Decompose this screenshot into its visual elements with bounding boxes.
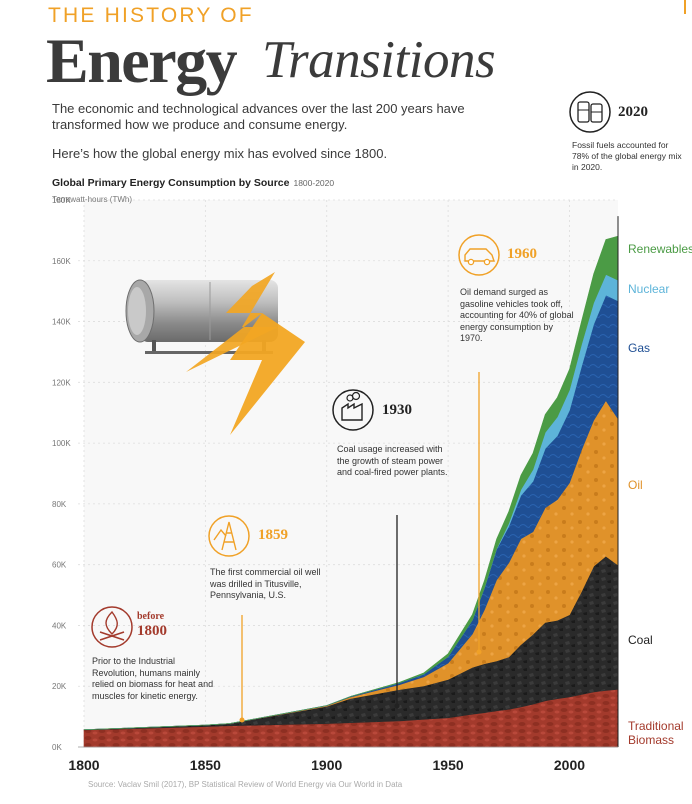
series-label-oil: Oil <box>628 478 643 492</box>
lightning-bolt-icon-lower <box>230 313 305 435</box>
page-title-italic: Transitions <box>262 31 496 89</box>
y-axis-unit: Terrawatt-hours (TWh) <box>52 195 133 204</box>
annotation-1800-text: Prior to the Industrial Revolution, huma… <box>92 656 214 701</box>
x-axis: 1800 1850 1900 1950 2000 <box>68 757 585 773</box>
annotation-1960-text: Oil demand surged as gasoline vehicles t… <box>460 287 574 343</box>
y-tick-label: 140K <box>52 318 71 327</box>
lightning-bolt-icon <box>186 272 278 372</box>
x-tick-label: 2000 <box>554 757 585 773</box>
y-tick-label: 20K <box>52 682 67 691</box>
y-axis: 0K 20K 40K 60K 80K 100K 120K 140K 160K 180K <box>52 196 71 752</box>
intro-subparagraph: Here’s how the global energy mix has evo… <box>52 146 388 161</box>
x-tick-label: 1800 <box>68 757 99 773</box>
leader-dot-1859 <box>239 717 245 723</box>
intro-paragraph: The economic and technological advances … <box>52 101 465 132</box>
y-tick-label: 40K <box>52 621 67 630</box>
y-tick-label: 120K <box>52 378 71 387</box>
y-tick-label: 100K <box>52 439 71 448</box>
page-title-bold: Energy <box>46 25 238 96</box>
x-tick-label: 1900 <box>311 757 342 773</box>
annotation-1859-year: 1859 <box>258 527 288 543</box>
chart-range: 1800-2020 <box>293 178 335 188</box>
series-label-nuclear: Nuclear <box>628 282 669 296</box>
chart-title-text: Global Primary Energy Consumption by Sou… <box>52 177 290 189</box>
annotation-1800-year: 1800 <box>137 623 167 639</box>
series-label-traditional-biomass: Traditional Biomass <box>628 719 684 747</box>
annotation-1960-year: 1960 <box>507 246 537 262</box>
chart-title: Global Primary Energy Consumption by Sou… <box>52 177 334 189</box>
y-tick-label: 0K <box>52 743 62 752</box>
kicker-heading: THE HISTORY OF <box>48 4 254 27</box>
x-tick-label: 1950 <box>433 757 464 773</box>
y-tick-label: 60K <box>52 561 67 570</box>
annotation-1859-text: The first commercial oil well was drille… <box>210 567 321 600</box>
oil-derrick-icon <box>208 515 250 557</box>
x-tick-label: 1850 <box>190 757 221 773</box>
fuel-barrels-icon <box>569 91 611 133</box>
annotation-1800-prefix: before <box>137 611 165 622</box>
source-citation: Source: Vaclav Smil (2017), BP Statistic… <box>88 780 403 789</box>
y-tick-label: 160K <box>52 257 71 266</box>
series-label-coal: Coal <box>628 633 653 647</box>
annotation-2020-text: Fossil fuels accounted for 78% of the gl… <box>572 140 682 172</box>
series-label-renewables: Renewables <box>628 242 692 256</box>
factory-icon <box>332 389 374 431</box>
annotation-1930-text: Coal usage increased with the growth of … <box>337 444 448 477</box>
y-tick-label: 80K <box>52 500 67 509</box>
annotation-leaders <box>239 372 482 723</box>
y-tick-label: 180K <box>52 196 71 205</box>
leader-dot-1960 <box>476 649 482 655</box>
area-series: Traditional Biomass Coal Oil Gas Nuclear Renew… <box>78 216 692 748</box>
annotation-2020-year: 2020 <box>618 104 648 120</box>
fire-icon <box>91 606 133 648</box>
leader-dot-1930 <box>394 703 400 709</box>
series-label-gas: Gas <box>628 341 650 355</box>
corner-bracket <box>684 0 692 14</box>
annotation-1930-year: 1930 <box>382 402 412 418</box>
car-icon <box>458 234 500 276</box>
